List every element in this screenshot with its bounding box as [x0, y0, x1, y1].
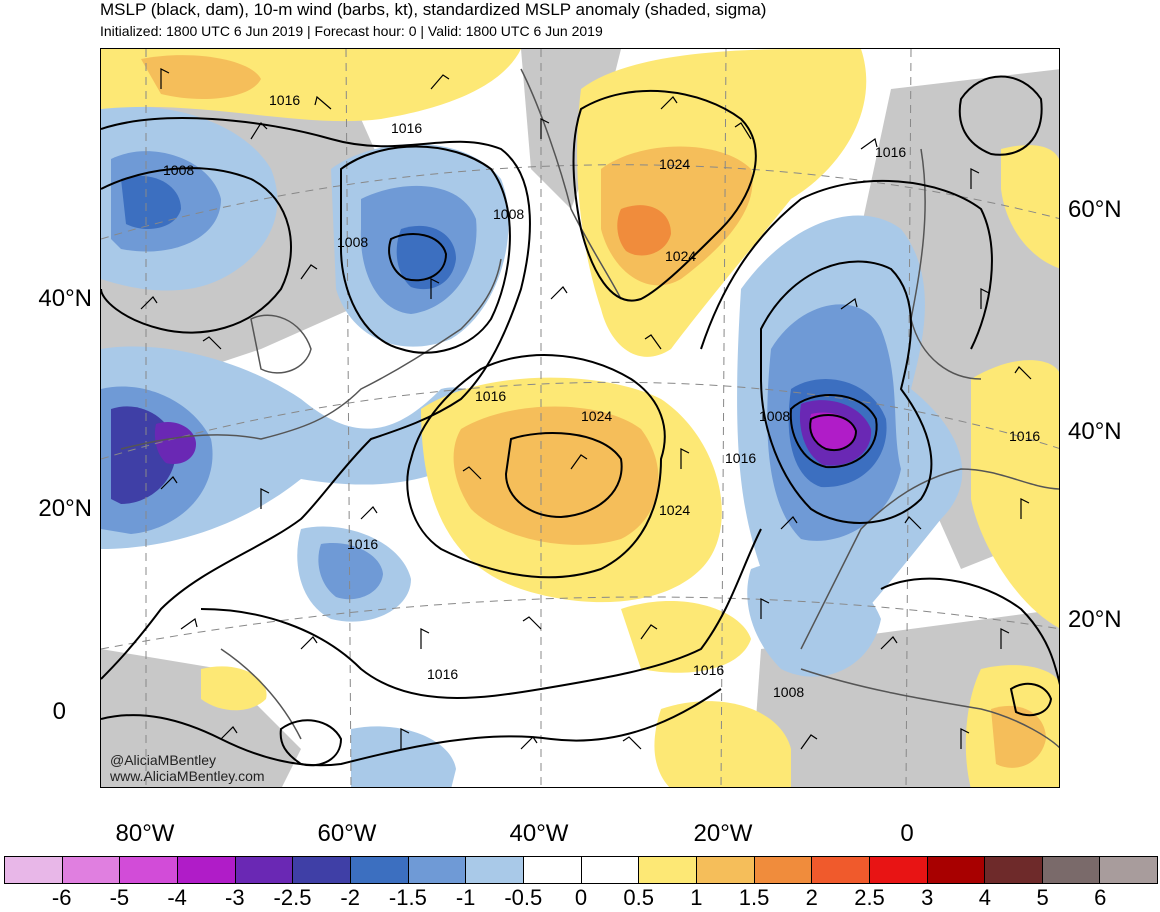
colorbar-labels: -6 -5 -4 -3 -2.5 -2 -1.5 -1 -0.5 0 0.5 1 1.5 2 2.5 3 4 5 6	[4, 886, 1158, 912]
lat-label-left: 40°N	[38, 285, 92, 312]
contour-label: 1016	[693, 662, 724, 678]
contour-label: 1016	[391, 120, 422, 136]
contour-labels: 1016 1016 1008 1008 1008 1024 1024 1016 …	[163, 92, 1040, 700]
colorbar-label: 0	[574, 885, 588, 910]
colorbar-swatch	[581, 857, 640, 883]
lon-label: 80°W	[115, 820, 175, 847]
weather-map: 1016 1016 1008 1008 1008 1024 1024 1016 …	[100, 48, 1060, 788]
colorbar-swatch	[235, 857, 294, 883]
contour-label: 1024	[665, 248, 696, 264]
colorbar-label: 3	[921, 885, 934, 910]
colorbar-label: -4	[167, 885, 187, 910]
contour-label: 1016	[269, 92, 300, 108]
colorbar-swatch	[177, 857, 236, 883]
lat-label-right: 20°N	[1068, 606, 1122, 633]
positive-anomaly-layer	[101, 49, 1059, 787]
colorbar-label: -5	[109, 885, 130, 910]
colorbar-label: -3	[225, 885, 245, 910]
coastlines	[120, 68, 1059, 749]
colorbar-swatch	[466, 857, 524, 883]
colorbar-swatch	[62, 857, 121, 883]
contour-label: 1024	[659, 156, 690, 172]
colorbar-label: 1.5	[738, 885, 770, 910]
wind-barbs	[140, 68, 1032, 750]
colorbar-label: 5	[1036, 885, 1049, 910]
colorbar-swatch	[293, 857, 351, 883]
colorbar-label: 4	[978, 885, 992, 910]
contour-label: 1008	[773, 684, 804, 700]
colorbar-swatch	[523, 857, 582, 883]
contour-label: 1024	[581, 408, 612, 424]
colorbar-swatch	[869, 857, 928, 883]
contour-label: 1016	[875, 144, 906, 160]
lon-label: 0	[900, 820, 914, 847]
lon-label: 60°W	[317, 820, 377, 847]
colorbar-swatch	[985, 857, 1043, 883]
map-title: MSLP (black, dam), 10-m wind (barbs, kt)…	[100, 0, 767, 19]
colorbar-label: 1	[690, 885, 703, 910]
lat-label-left: 20°N	[38, 495, 92, 522]
negative-anomaly-layer	[101, 106, 963, 787]
lat-label-right: 40°N	[1068, 418, 1122, 445]
colorbar-label: -0.5	[504, 885, 543, 910]
colorbar-swatch	[1100, 857, 1158, 883]
colorbar-label: 2	[805, 885, 818, 910]
colorbar-label: -1	[455, 885, 476, 910]
lat-label-left: 0	[52, 698, 66, 725]
contour-label: 1016	[725, 450, 756, 466]
contour-label: 1008	[493, 206, 524, 222]
colorbar-label: -1.5	[388, 885, 427, 910]
colorbar-swatch	[639, 857, 697, 883]
colorbar-label: -2	[340, 885, 360, 910]
colorbar-swatch	[5, 857, 63, 883]
anomaly-colorbar	[4, 856, 1158, 884]
contour-label: 1008	[759, 408, 790, 424]
contour-label: 1016	[427, 666, 458, 682]
lat-label-right: 60°N	[1068, 196, 1122, 223]
colorbar-label: 6	[1094, 885, 1107, 910]
graticule	[101, 49, 1059, 787]
map-subtitle: Initialized: 1800 UTC 6 Jun 2019 | Forec…	[100, 23, 603, 39]
contour-label: 1008	[163, 162, 194, 178]
colorbar-label: -6	[51, 885, 72, 910]
colorbar-label: -2.5	[273, 885, 312, 910]
contour-label: 1016	[475, 388, 506, 404]
mslp-contours	[101, 75, 1059, 767]
contour-label: 1008	[337, 234, 368, 250]
colorbar-swatch	[696, 857, 755, 883]
colorbar-swatch	[927, 857, 986, 883]
contour-label: 1016	[1009, 428, 1040, 444]
colorbar-swatch	[812, 857, 870, 883]
colorbar-swatch	[754, 857, 813, 883]
map-canvas: 1016 1016 1008 1008 1008 1024 1024 1016 …	[101, 49, 1059, 787]
credit-handle: @AliciaMBentley	[110, 752, 217, 768]
contour-label: 1024	[659, 502, 690, 518]
colorbar-swatch	[1042, 857, 1101, 883]
colorbar-label: 0.5	[623, 885, 654, 910]
colorbar-swatch	[120, 857, 178, 883]
credit-site: www.AliciaMBentley.com	[110, 768, 265, 784]
contour-label: 1016	[347, 536, 378, 552]
lon-label: 40°W	[509, 820, 569, 847]
colorbar-label: 2.5	[854, 885, 885, 910]
colorbar-swatch	[350, 857, 409, 883]
colorbar-swatch	[408, 857, 467, 883]
lon-label: 20°W	[693, 820, 753, 847]
